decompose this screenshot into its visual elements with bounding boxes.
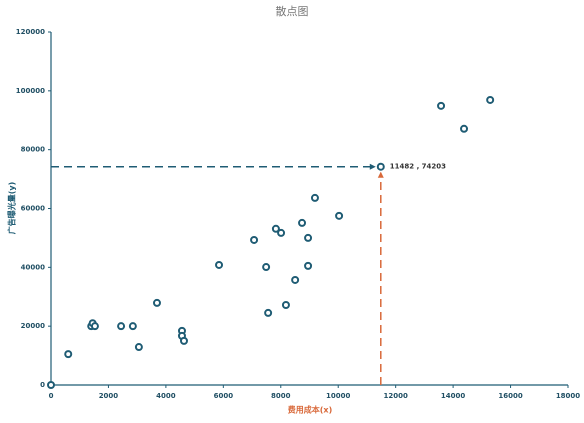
x-tick-label: 12000	[383, 392, 407, 400]
y-tick-label: 20000	[21, 322, 45, 330]
point	[460, 124, 469, 133]
y-tick-label: 100000	[16, 87, 45, 95]
x-axis-label: 费用成本(x)	[288, 405, 332, 415]
point	[304, 233, 313, 242]
point	[277, 228, 286, 237]
point	[291, 275, 300, 284]
y-tick-label: 40000	[21, 263, 45, 271]
x-tick-label: 16000	[498, 392, 522, 400]
x-tick-label: 4000	[156, 392, 176, 400]
y-tick-label: 120000	[16, 28, 45, 36]
point	[486, 95, 495, 104]
point	[264, 308, 273, 317]
point	[179, 336, 188, 345]
y-tick-label: 0	[40, 381, 45, 389]
arrow	[369, 163, 376, 170]
point	[262, 263, 271, 272]
x-tick-label: 0	[49, 392, 54, 400]
chart-title: 散点图	[276, 4, 309, 18]
point	[215, 260, 224, 269]
point	[90, 322, 99, 331]
x-tick-label: 2000	[99, 392, 119, 400]
point	[152, 298, 161, 307]
annotation: 11482 , 74203	[390, 163, 446, 171]
point	[250, 235, 259, 244]
point	[47, 381, 55, 389]
point	[281, 300, 290, 309]
y-tick-label: 80000	[21, 146, 45, 154]
y-axis-label: 广告曝光量(y)	[7, 182, 17, 235]
y-tick-label: 60000	[21, 205, 45, 213]
arrow	[377, 171, 384, 178]
point	[298, 218, 307, 227]
point	[310, 193, 319, 202]
point	[437, 101, 446, 110]
x-tick-label: 8000	[271, 392, 291, 400]
point	[335, 211, 344, 220]
x-tick-label: 14000	[441, 392, 465, 400]
point	[134, 343, 143, 352]
point	[271, 224, 280, 233]
point	[64, 350, 73, 359]
x-tick-label: 10000	[326, 392, 350, 400]
point	[304, 261, 313, 270]
x-tick-label: 18000	[556, 392, 580, 400]
point	[376, 162, 385, 171]
x-tick-label: 6000	[214, 392, 234, 400]
point	[128, 322, 137, 331]
point	[117, 322, 126, 331]
